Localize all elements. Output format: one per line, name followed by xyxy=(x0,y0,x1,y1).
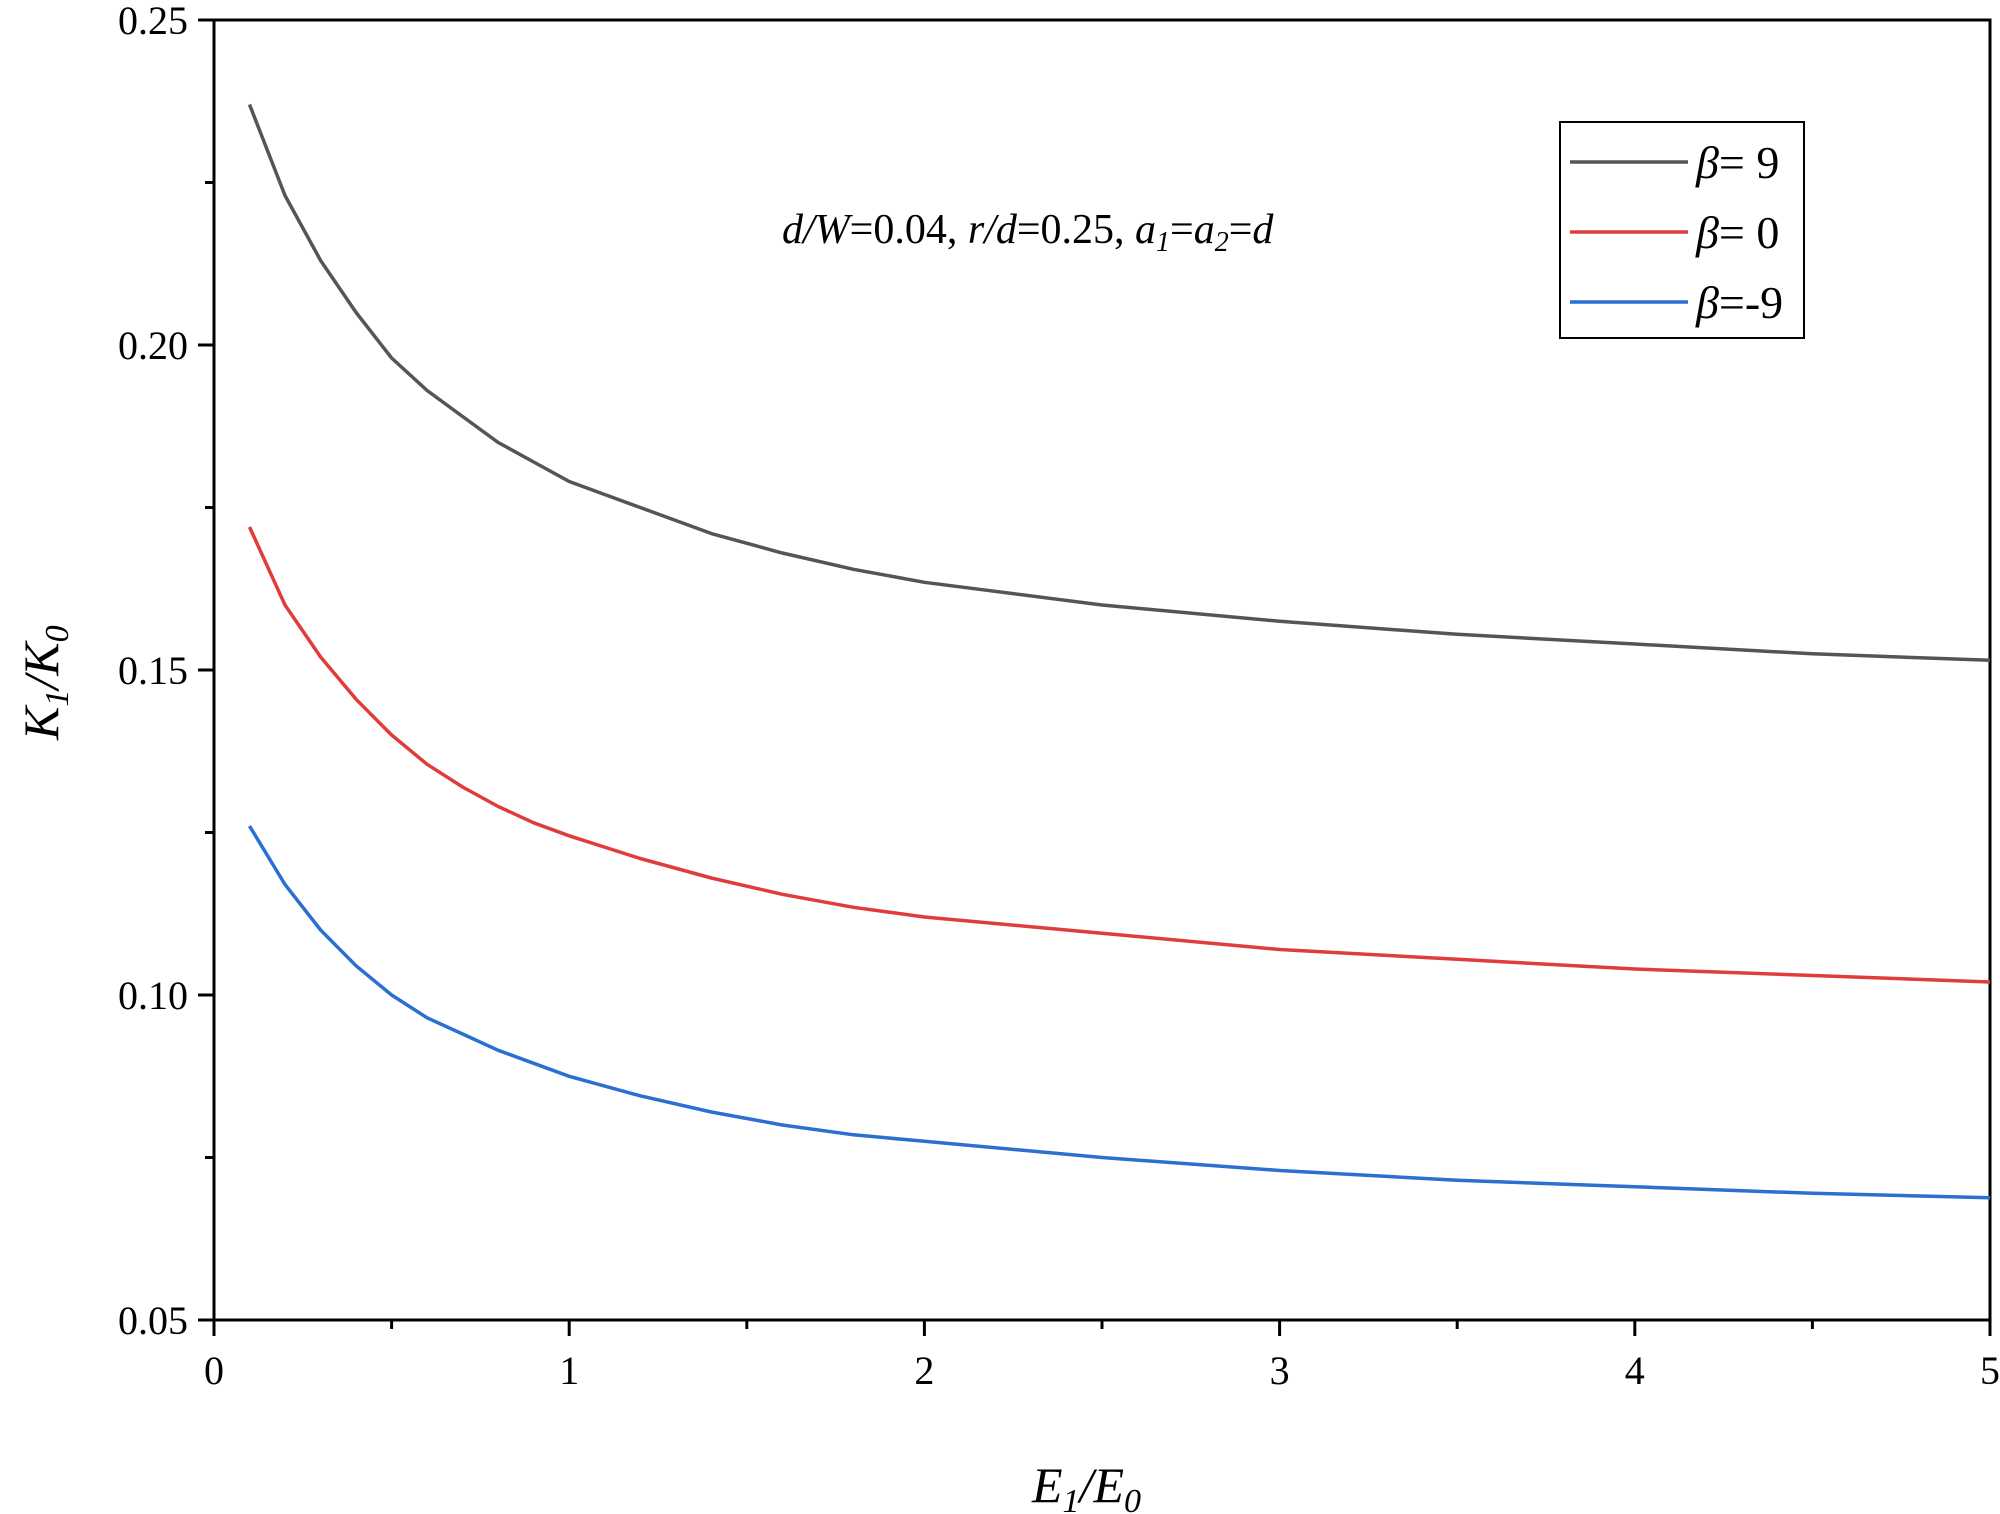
x-axis-title: E1/E0 xyxy=(1031,1457,1141,1514)
x-tick-label: 4 xyxy=(1625,1348,1645,1393)
x-tick-label: 0 xyxy=(204,1348,224,1393)
y-axis-title: K1/K0 xyxy=(13,625,76,741)
ticks: 0 1 2 3 4 5 0.05 0.10 0.15 0.20 0.25 xyxy=(118,0,2000,1393)
legend-items: β= 9 β= 0 β=-9 xyxy=(1570,137,1783,328)
series-line-2 xyxy=(248,825,1991,1200)
x-tick-label: 3 xyxy=(1270,1348,1290,1393)
chart-annotation: d/W=0.04, r/d=0.25, a1=a2=d xyxy=(782,207,1274,258)
legend-label-2: β=-9 xyxy=(1695,277,1783,328)
series-line-1 xyxy=(247,526,1991,984)
legend-label-0: β= 9 xyxy=(1695,137,1779,188)
x-tick-label: 2 xyxy=(914,1348,934,1393)
series-lines xyxy=(247,103,1991,1200)
y-tick-label: 0.20 xyxy=(118,323,188,368)
x-tick-label: 5 xyxy=(1980,1348,2000,1393)
y-tick-label: 0.15 xyxy=(118,648,188,693)
legend-label-1: β= 0 xyxy=(1695,207,1779,258)
legend: β= 9 β= 0 β=-9 xyxy=(1559,121,1805,339)
y-tick-label: 0.05 xyxy=(118,1298,188,1343)
series-line-0 xyxy=(247,103,1991,663)
x-tick-label: 1 xyxy=(559,1348,579,1393)
y-tick-label: 0.25 xyxy=(118,0,188,43)
y-tick-label: 0.10 xyxy=(118,973,188,1018)
